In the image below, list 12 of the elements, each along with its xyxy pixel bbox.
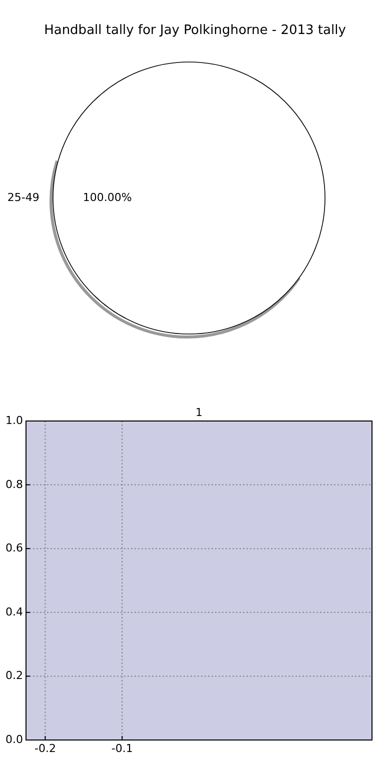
data-label: 100.00%: [82, 191, 132, 204]
slice-label: 25-49: [7, 191, 40, 204]
chart-title: Handball tally for Jay Polkinghorne - 2013 tally: [44, 23, 346, 38]
x-tick-label: -0.2: [34, 742, 56, 755]
y-tick-label: 0.2: [6, 669, 23, 682]
y-tick-label: 0.4: [6, 605, 23, 618]
y-tick-label: 0.0: [6, 733, 23, 746]
y-tick-label: 0.8: [6, 478, 23, 491]
y-tick-label: 1.0: [6, 414, 23, 428]
y-tick-label: 0.6: [6, 542, 23, 555]
chart-title: 1: [196, 406, 202, 419]
x-tick-label: -0.1: [111, 742, 133, 755]
